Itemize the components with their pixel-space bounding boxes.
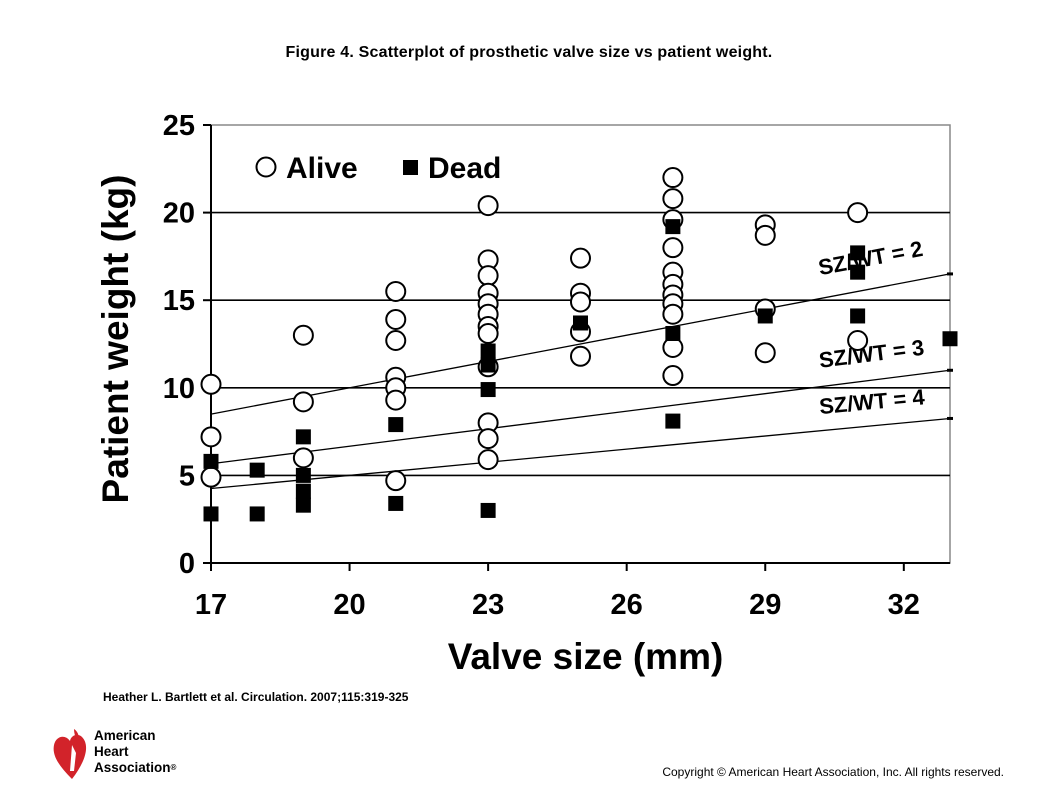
alive-point xyxy=(754,342,776,364)
dead-point xyxy=(665,219,681,235)
x-tick-label: 26 xyxy=(611,589,643,621)
alive-point xyxy=(200,426,222,448)
alive-point xyxy=(477,265,499,287)
legend-alive-label: Alive xyxy=(286,152,358,185)
alive-point xyxy=(385,389,407,411)
alive-point xyxy=(385,470,407,492)
y-tick-label: 15 xyxy=(163,285,195,317)
legend-alive-marker xyxy=(255,156,277,178)
dead-point xyxy=(249,462,265,478)
reference-line xyxy=(210,273,951,415)
y-tick-label: 10 xyxy=(163,373,195,405)
reference-line-label: SZ/WT = 4 xyxy=(818,384,926,419)
logo-text-line3: Association® xyxy=(94,760,177,775)
x-axis-title: Valve size (mm) xyxy=(448,636,724,677)
figure-title: Figure 4. Scatterplot of prosthetic valv… xyxy=(285,44,773,61)
dead-point xyxy=(942,331,958,347)
alive-point xyxy=(662,365,684,387)
logo-text-line2: Heart xyxy=(94,744,129,759)
alive-point xyxy=(292,447,314,469)
y-tick-label: 20 xyxy=(163,198,195,230)
alive-point xyxy=(570,247,591,269)
y-tick-label: 0 xyxy=(179,548,195,580)
x-tick-label: 17 xyxy=(195,589,227,621)
alive-point xyxy=(385,308,407,330)
alive-point xyxy=(847,329,869,351)
dead-point xyxy=(295,467,311,483)
alive-point xyxy=(662,303,684,325)
alive-point xyxy=(292,324,314,346)
alive-point xyxy=(477,195,499,217)
reference-line xyxy=(210,369,951,465)
scatter-chart: 0 5 10 15 20 25 17 20 23 26 29 32 Valve size (mm) Pat… xyxy=(95,110,958,677)
dead-point xyxy=(850,245,866,261)
legend-dead-marker xyxy=(403,160,418,175)
dead-point xyxy=(665,325,681,341)
dead-point xyxy=(665,413,681,429)
alive-point xyxy=(662,188,684,210)
dead-point xyxy=(388,495,404,511)
aha-logo: American Heart Association® xyxy=(50,723,210,783)
alive-point xyxy=(200,373,222,395)
dead-point xyxy=(203,453,219,469)
alive-point xyxy=(754,224,776,246)
reference-line xyxy=(210,417,951,490)
y-axis-title: Patient weight (kg) xyxy=(95,175,136,504)
legend-dead-label: Dead xyxy=(428,152,501,185)
x-tick-label: 32 xyxy=(888,589,920,621)
x-tick-label: 23 xyxy=(472,589,504,621)
heart-torch-icon xyxy=(53,729,87,779)
dead-point xyxy=(850,308,866,324)
reference-line-label: SZ/WT = 2 xyxy=(816,236,925,280)
dead-point xyxy=(480,357,496,373)
alive-point xyxy=(570,345,591,367)
dead-point xyxy=(249,506,265,522)
y-tick-label: 25 xyxy=(163,110,195,142)
x-tick-label: 29 xyxy=(749,589,781,621)
dead-point xyxy=(480,502,496,518)
alive-point xyxy=(292,391,314,413)
dead-point xyxy=(295,497,311,513)
dead-point xyxy=(850,264,866,280)
dead-point xyxy=(480,382,496,398)
reference-line-label: SZ/WT = 3 xyxy=(817,335,925,373)
alive-point xyxy=(662,237,684,259)
alive-point xyxy=(570,291,591,313)
alive-point xyxy=(477,449,499,471)
alive-point xyxy=(847,202,869,224)
dead-point xyxy=(480,343,496,359)
dead-point xyxy=(295,483,311,499)
copyright-notice: Copyright © American Heart Association, … xyxy=(662,765,1004,779)
logo-text-line1: American xyxy=(94,728,156,743)
dead-point xyxy=(757,308,773,324)
dead-point xyxy=(573,315,588,331)
alive-point xyxy=(477,322,499,344)
alive-point xyxy=(385,329,407,351)
x-tick-label: 20 xyxy=(333,589,365,621)
dead-point xyxy=(203,506,219,522)
alive-point xyxy=(385,280,407,302)
alive-point xyxy=(477,428,499,450)
dead-point xyxy=(388,417,404,433)
alive-point xyxy=(662,167,684,189)
citation: Heather L. Bartlett et al. Circulation. … xyxy=(103,690,409,704)
dead-point xyxy=(295,429,311,445)
y-tick-label: 5 xyxy=(179,460,195,492)
alive-point xyxy=(200,466,222,488)
